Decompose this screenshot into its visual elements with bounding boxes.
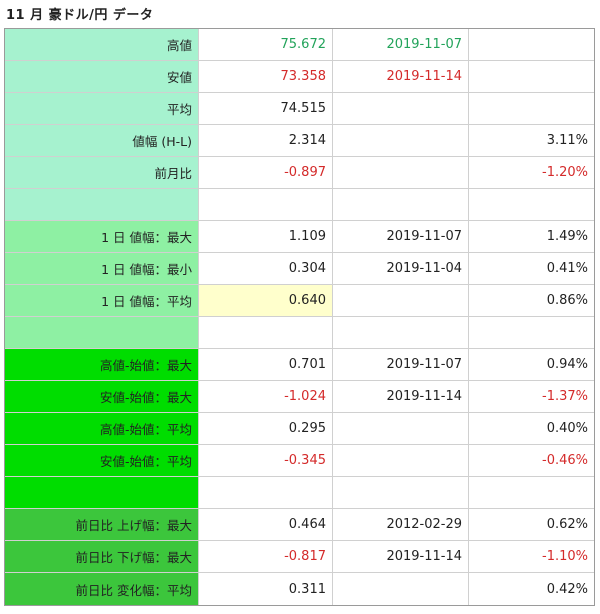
row-percent: 0.40% — [546, 421, 588, 436]
row-percent: 0.41% — [546, 261, 588, 276]
table-row: 高値 75.672 2019-11-07 — [5, 29, 594, 61]
row-date: 2019-11-07 — [333, 349, 469, 380]
row-label — [5, 477, 199, 508]
row-label: 前月比 — [5, 157, 199, 188]
row-label: 1 日 値幅：平均 — [5, 285, 199, 316]
row-percent — [469, 189, 594, 220]
row-value — [199, 477, 333, 508]
row-label: 1 日 値幅：最小 — [5, 253, 199, 284]
row-label — [5, 317, 199, 348]
row-percent: 3.11% — [546, 133, 588, 148]
table-row: 平均 74.515 — [5, 93, 594, 125]
row-value: -0.897 — [199, 157, 333, 188]
row-percent: -1.10% — [542, 549, 588, 564]
table-row — [5, 189, 594, 221]
row-value — [199, 317, 333, 348]
row-date: 2019-11-14 — [333, 381, 469, 412]
row-date: 2019-11-07 — [333, 221, 469, 252]
row-date: 2019-11-04 — [333, 253, 469, 284]
row-value: 0.304 — [199, 253, 333, 284]
row-percent — [469, 477, 594, 508]
row-label — [5, 189, 199, 220]
table-row: 1 日 値幅：最小 0.304 2019-11-04 0.41% — [5, 253, 594, 285]
row-label: 値幅 (H-L) — [5, 125, 199, 156]
row-value: 0.295 — [199, 413, 333, 444]
row-value: 0.640 — [199, 285, 333, 316]
row-percent: 0.42% — [546, 581, 588, 597]
row-percent: 0.86% — [546, 293, 588, 308]
table-row: 1 日 値幅：平均 0.640 0.86% — [5, 285, 594, 317]
table-row: 前日比 変化幅：平均 0.311 0.42% — [5, 573, 594, 605]
table-row: 安値-始値：最大 -1.024 2019-11-14 -1.37% — [5, 381, 594, 413]
row-date — [333, 285, 469, 316]
row-value: 1.109 — [199, 221, 333, 252]
row-date: 2019-11-14 — [333, 61, 469, 92]
row-label: 前日比 上げ幅：最大 — [5, 509, 199, 540]
row-label: 高値-始値：最大 — [5, 349, 199, 380]
row-value: 75.672 — [199, 29, 333, 60]
row-date — [333, 189, 469, 220]
row-percent: 1.49% — [546, 229, 588, 244]
table-row — [5, 317, 594, 349]
row-value: 0.464 — [199, 509, 333, 540]
row-value: 0.701 — [199, 349, 333, 380]
table-row: 値幅 (H-L) 2.314 3.11% — [5, 125, 594, 157]
row-label: 1 日 値幅：最大 — [5, 221, 199, 252]
table-row: 安値 73.358 2019-11-14 — [5, 61, 594, 93]
page-title: 11 月 豪ドル/円 データ — [6, 8, 154, 23]
row-percent — [469, 29, 594, 60]
row-percent — [469, 61, 594, 92]
row-percent: -0.46% — [542, 453, 588, 468]
row-value: 73.358 — [199, 61, 333, 92]
row-label: 前日比 下げ幅：最大 — [5, 541, 199, 572]
data-table: 高値 75.672 2019-11-07 安値 73.358 2019-11-1… — [4, 28, 595, 606]
table-row — [5, 477, 594, 509]
table-row: 高値-始値：平均 0.295 0.40% — [5, 413, 594, 445]
row-label: 高値-始値：平均 — [5, 413, 199, 444]
row-date — [333, 157, 469, 188]
row-date — [333, 413, 469, 444]
table-row: 前日比 下げ幅：最大 -0.817 2019-11-14 -1.10% — [5, 541, 594, 573]
row-percent — [469, 93, 594, 124]
row-date — [333, 93, 469, 124]
row-label: 安値-始値：平均 — [5, 445, 199, 476]
row-value: -0.817 — [199, 541, 333, 572]
row-date — [333, 445, 469, 476]
row-label: 安値 — [5, 61, 199, 92]
row-percent: -1.37% — [542, 389, 588, 404]
row-value: -1.024 — [199, 381, 333, 412]
row-label: 平均 — [5, 93, 199, 124]
table-row: 前日比 上げ幅：最大 0.464 2012-02-29 0.62% — [5, 509, 594, 541]
row-date — [333, 573, 469, 605]
row-percent: -1.20% — [542, 165, 588, 180]
row-value — [199, 189, 333, 220]
table-row: 安値-始値：平均 -0.345 -0.46% — [5, 445, 594, 477]
row-value: 2.314 — [199, 125, 333, 156]
row-date: 2019-11-07 — [333, 29, 469, 60]
row-date: 2012-02-29 — [333, 509, 469, 540]
row-label: 前日比 変化幅：平均 — [5, 573, 199, 605]
row-date — [333, 125, 469, 156]
table-row: 1 日 値幅：最大 1.109 2019-11-07 1.49% — [5, 221, 594, 253]
row-date — [333, 317, 469, 348]
row-label: 安値-始値：最大 — [5, 381, 199, 412]
row-percent: 0.62% — [546, 517, 588, 532]
row-value: -0.345 — [199, 445, 333, 476]
table-row: 前月比 -0.897 -1.20% — [5, 157, 594, 189]
row-percent — [469, 317, 594, 348]
row-value: 74.515 — [199, 93, 333, 124]
row-value: 0.311 — [199, 573, 333, 605]
row-date: 2019-11-14 — [333, 541, 469, 572]
row-label: 高値 — [5, 29, 199, 60]
row-percent: 0.94% — [546, 357, 588, 372]
row-date — [333, 477, 469, 508]
table-row: 高値-始値：最大 0.701 2019-11-07 0.94% — [5, 349, 594, 381]
